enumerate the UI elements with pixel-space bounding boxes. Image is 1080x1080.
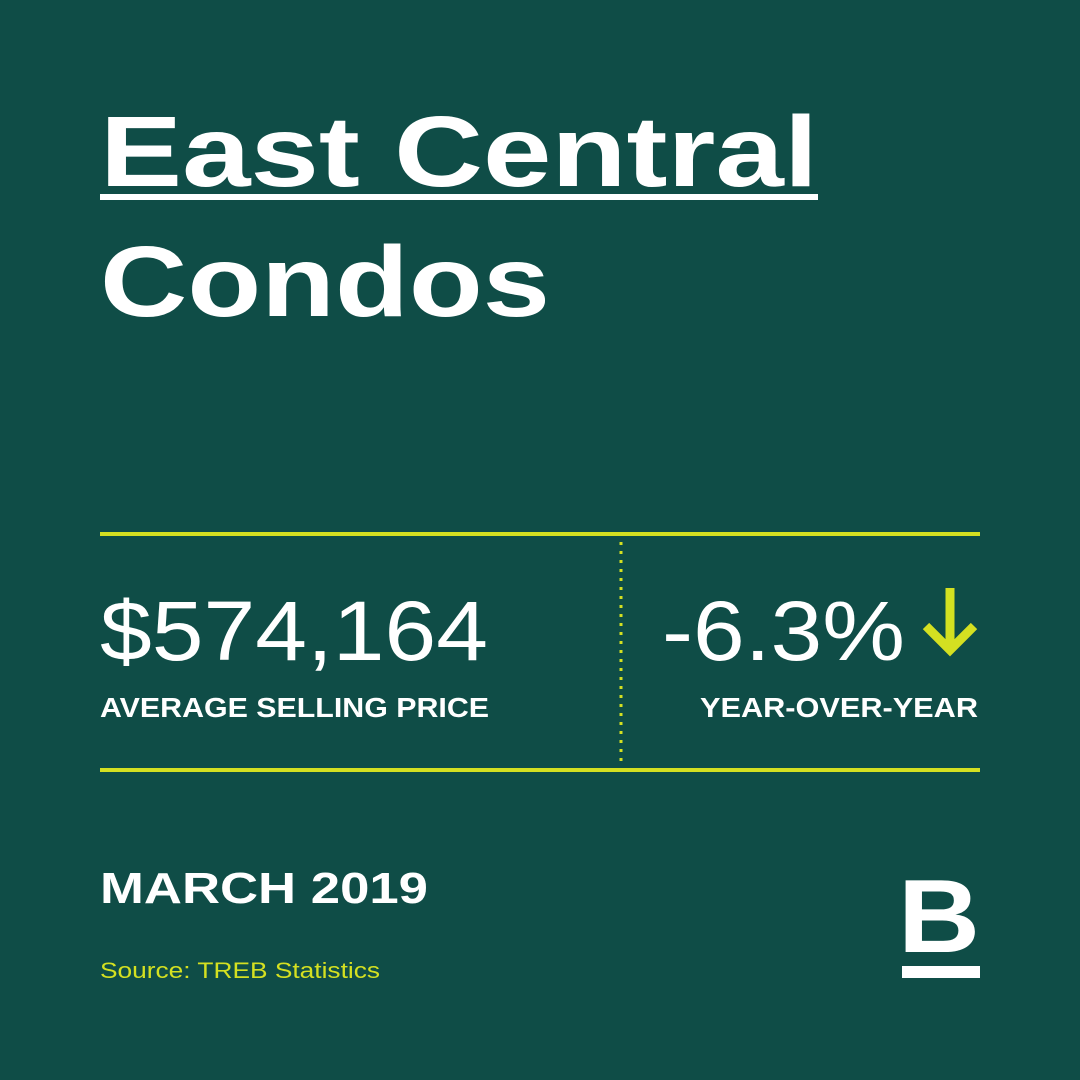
price-value: $574,164 [100,584,488,678]
title-line-1: East Central [100,96,818,208]
divider-bottom [100,768,980,772]
change-value: -6.3% [662,584,905,678]
down-arrow [922,588,978,657]
logo: B [898,859,980,975]
divider-top [100,532,980,536]
title-line-2: Condos [100,226,550,338]
price-label: AVERAGE SELLING PRICE [100,692,489,723]
logo-underline [902,966,980,978]
date: MARCH 2019 [100,864,428,913]
source: Source: TREB Statistics [100,958,380,983]
title-underline [100,194,818,200]
change-label: YEAR-OVER-YEAR [700,692,978,723]
